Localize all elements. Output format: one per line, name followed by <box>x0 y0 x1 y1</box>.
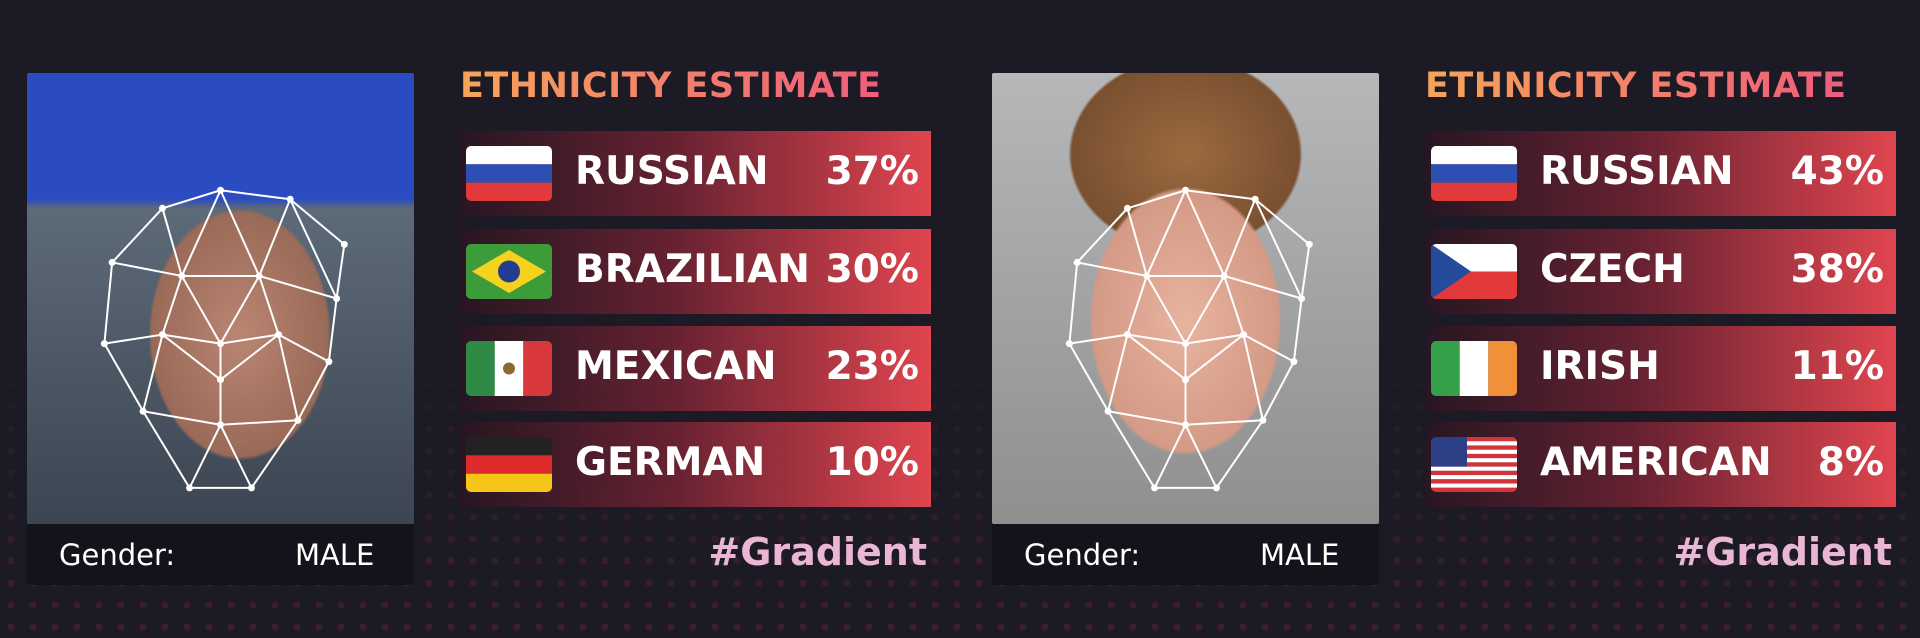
flag <box>1431 244 1517 299</box>
ethnicity-name: CZECH <box>1540 247 1685 292</box>
gender-label: Gender: <box>59 538 176 572</box>
ethnicity-name: BRAZILIAN <box>575 247 810 292</box>
ethnicity-name: AMERICAN <box>1540 440 1772 485</box>
ethnicity-name: GERMAN <box>575 440 766 485</box>
hashtag: #Gradient <box>708 530 927 574</box>
panel-title: ETHNICITY ESTIMATE <box>1425 66 1847 106</box>
gender-bar: Gender: MALE <box>992 524 1379 585</box>
ethnicity-row: GERMAN 10% <box>460 422 931 507</box>
flag <box>466 437 552 492</box>
ethnicity-row: CZECH 38% <box>1425 229 1896 314</box>
gender-value: MALE <box>1260 538 1340 572</box>
gender-label: Gender: <box>1024 538 1141 572</box>
ethnicity-percent: 10% <box>825 440 919 485</box>
flag <box>1431 146 1517 201</box>
flag <box>466 146 552 201</box>
ethnicity-name: RUSSIAN <box>1540 149 1734 194</box>
ethnicity-percent: 38% <box>1790 247 1884 292</box>
flag <box>1431 437 1517 492</box>
ethnicity-row: RUSSIAN 43% <box>1425 131 1896 216</box>
photo <box>992 73 1379 524</box>
ethnicity-name: RUSSIAN <box>575 149 769 194</box>
flag <box>466 341 552 396</box>
ethnicity-percent: 8% <box>1817 440 1884 485</box>
photo <box>27 73 414 524</box>
ethnicity-name: IRISH <box>1540 344 1660 389</box>
gender-value: MALE <box>295 538 375 572</box>
ethnicity-percent: 11% <box>1790 344 1884 389</box>
ethnicity-row: MEXICAN 23% <box>460 326 931 411</box>
ethnicity-row: AMERICAN 8% <box>1425 422 1896 507</box>
ethnicity-row: IRISH 11% <box>1425 326 1896 411</box>
ethnicity-name: MEXICAN <box>575 344 777 389</box>
gender-bar: Gender: MALE <box>27 524 414 585</box>
panel-title: ETHNICITY ESTIMATE <box>460 66 882 106</box>
flag <box>466 244 552 299</box>
ethnicity-row: BRAZILIAN 30% <box>460 229 931 314</box>
ethnicity-percent: 23% <box>825 344 919 389</box>
ethnicity-percent: 37% <box>825 149 919 194</box>
ethnicity-percent: 43% <box>1790 149 1884 194</box>
ethnicity-percent: 30% <box>825 247 919 292</box>
hashtag: #Gradient <box>1673 530 1892 574</box>
flag <box>1431 341 1517 396</box>
ethnicity-row: RUSSIAN 37% <box>460 131 931 216</box>
